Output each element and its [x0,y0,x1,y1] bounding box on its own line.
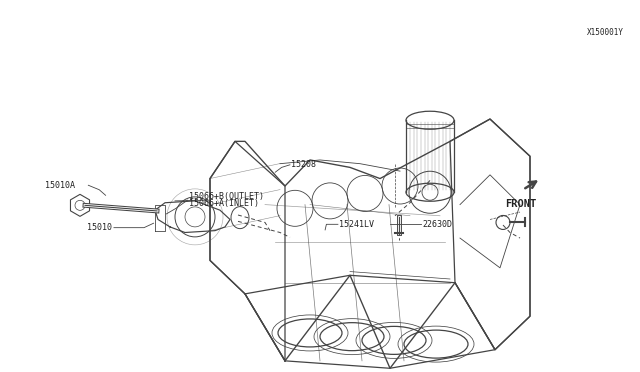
Text: FRONT: FRONT [506,199,537,209]
Circle shape [496,215,510,230]
Text: 15066+A(INLET): 15066+A(INLET) [189,199,259,208]
Text: 22630D: 22630D [422,220,452,229]
Text: X150001Y: X150001Y [587,28,624,37]
Text: 15066+B(OUTLET): 15066+B(OUTLET) [189,192,264,201]
Text: 15208: 15208 [291,160,316,169]
Polygon shape [70,194,90,217]
Text: 15241LV: 15241LV [339,220,374,229]
Text: 15010A: 15010A [45,181,75,190]
Text: 15010: 15010 [87,223,112,232]
